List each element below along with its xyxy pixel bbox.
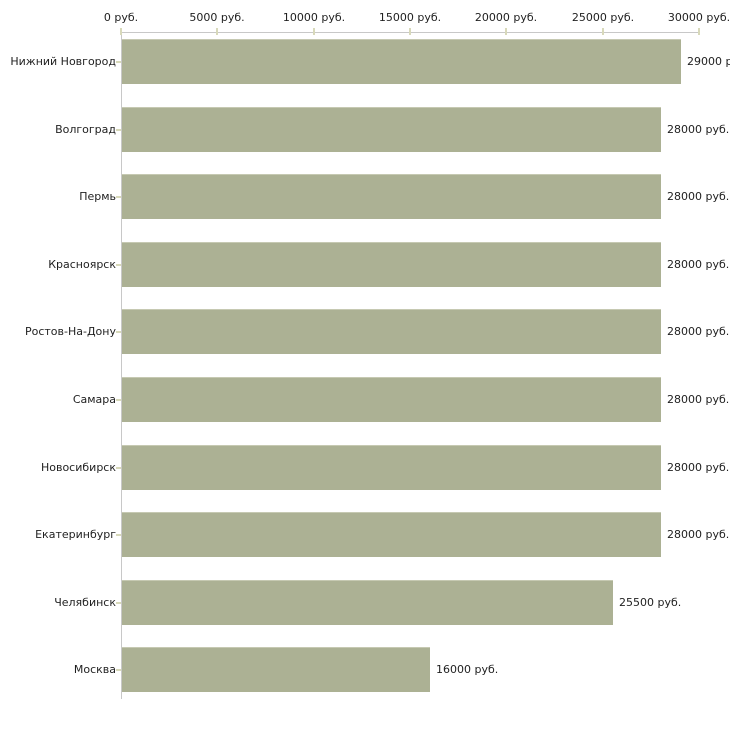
- category-tick: [116, 399, 121, 401]
- category-label: Самара: [72, 393, 116, 406]
- bar-value-label: 28000 руб.: [667, 258, 730, 271]
- bar: [122, 107, 661, 152]
- bar: [122, 242, 661, 287]
- x-axis-tick: [216, 28, 218, 35]
- category-label: Новосибирск: [40, 461, 116, 474]
- bar-value-label: 28000 руб.: [667, 325, 730, 338]
- category-label: Ростов-На-Дону: [24, 325, 116, 338]
- x-axis-tick-label: 10000 руб.: [282, 11, 346, 24]
- bar: [122, 580, 613, 625]
- category-label: Челябинск: [54, 596, 116, 609]
- category-tick: [116, 534, 121, 536]
- x-axis-tick: [120, 28, 122, 35]
- category-label: Пермь: [79, 190, 116, 203]
- bar-value-label: 25500 руб.: [619, 596, 682, 609]
- bar-value-label: 28000 руб.: [667, 190, 730, 203]
- x-axis-tick-label: 25000 руб.: [571, 11, 635, 24]
- bar-value-label: 29000 руб.: [687, 55, 730, 68]
- bar-value-label: 28000 руб.: [667, 461, 730, 474]
- bar: [122, 174, 661, 219]
- category-tick: [116, 669, 121, 671]
- x-axis-tick: [313, 28, 315, 35]
- x-axis-tick: [698, 28, 700, 35]
- category-tick: [116, 467, 121, 469]
- x-axis-tick-label: 5000 руб.: [189, 11, 245, 24]
- bar: [122, 445, 661, 490]
- category-tick: [116, 602, 121, 604]
- category-label: Екатеринбург: [35, 528, 116, 541]
- bar: [122, 377, 661, 422]
- x-axis-tick: [505, 28, 507, 35]
- x-axis-tick-label: 0 руб.: [103, 11, 139, 24]
- category-label: Нижний Новгород: [10, 55, 116, 68]
- x-axis-tick: [409, 28, 411, 35]
- x-axis-tick: [602, 28, 604, 35]
- y-axis-line: [121, 32, 122, 699]
- category-tick: [116, 331, 121, 333]
- category-label: Красноярск: [48, 258, 116, 271]
- bar-value-label: 28000 руб.: [667, 123, 730, 136]
- bar-value-label: 28000 руб.: [667, 528, 730, 541]
- category-label: Волгоград: [55, 123, 116, 136]
- category-tick: [116, 61, 121, 63]
- bar: [122, 512, 661, 557]
- bar: [122, 309, 661, 354]
- category-tick: [116, 264, 121, 266]
- category-tick: [116, 196, 121, 198]
- x-axis-tick-label: 20000 руб.: [474, 11, 538, 24]
- category-label: Москва: [73, 663, 116, 676]
- x-axis-tick-label: 30000 руб.: [667, 11, 730, 24]
- x-axis-tick-label: 15000 руб.: [378, 11, 442, 24]
- category-tick: [116, 129, 121, 131]
- bar-value-label: 16000 руб.: [436, 663, 499, 676]
- bar-value-label: 28000 руб.: [667, 393, 730, 406]
- bar: [122, 647, 430, 692]
- bar: [122, 39, 681, 84]
